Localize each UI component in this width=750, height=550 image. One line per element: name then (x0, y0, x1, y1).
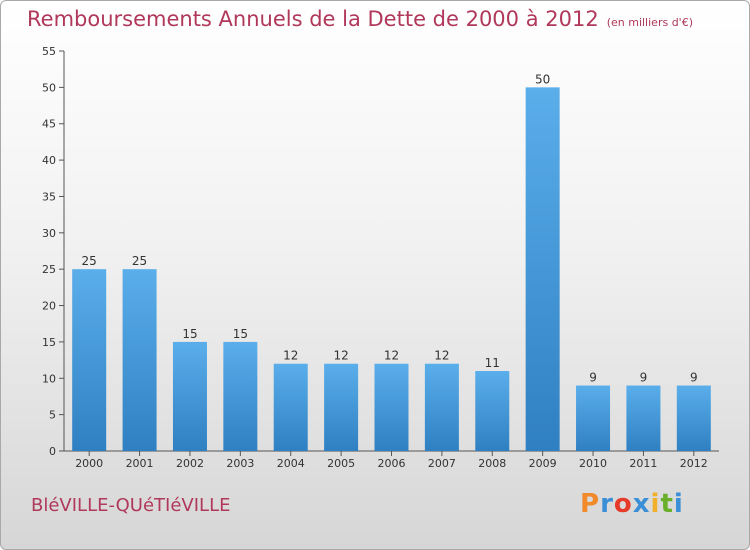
bar-value-label: 15 (182, 327, 197, 341)
y-tick-label: 15 (42, 336, 56, 349)
x-axis: 2000 2001 2002 2003 2004 2005 2006 2007 2008 2009… (64, 450, 719, 470)
bar-value-label: 25 (82, 254, 97, 268)
y-tick-label: 45 (42, 118, 56, 131)
bars: 25 25 15 15 12 12 12 12 11 50 9 9 9 (72, 72, 711, 451)
bar-2011 (626, 385, 661, 451)
bar-value-label: 15 (233, 327, 248, 341)
bar-value-label: 9 (690, 371, 698, 385)
y-tick-label: 40 (42, 154, 56, 167)
x-tick-label: 2002 (176, 457, 204, 470)
y-axis: 0 5 10 15 20 25 30 35 40 45 50 55 (42, 45, 65, 458)
bar-value-label: 11 (485, 356, 500, 370)
bar-2008 (475, 371, 510, 451)
x-tick-label: 2006 (378, 457, 406, 470)
x-tick-label: 2011 (629, 457, 657, 470)
x-tick-label: 2004 (277, 457, 305, 470)
commune-name: BléVILLE-QUéTIéVILLE (31, 495, 231, 516)
bar-2010 (576, 385, 611, 451)
bar-2003 (223, 341, 258, 451)
bar-2001 (122, 269, 157, 451)
x-tick-label: 2000 (75, 457, 103, 470)
x-tick-label: 2012 (680, 457, 708, 470)
x-tick-label: 2003 (226, 457, 254, 470)
bar-2005 (324, 363, 359, 451)
y-tick-label: 0 (49, 445, 56, 458)
bar-2000 (72, 269, 107, 451)
bar-2004 (273, 363, 308, 451)
chart-title-text: Remboursements Annuels de la Dette de 20… (27, 7, 599, 31)
chart-unit: (en milliers d'€) (606, 16, 693, 29)
proxiti-logo[interactable]: Proxiti (580, 489, 684, 519)
y-tick-label: 35 (42, 190, 56, 203)
x-tick-label: 2001 (126, 457, 154, 470)
bar-2009 (525, 87, 560, 451)
x-tick-label: 2009 (529, 457, 557, 470)
y-tick-label: 20 (42, 300, 56, 313)
y-tick-label: 25 (42, 263, 56, 276)
bar-2006 (374, 363, 409, 451)
bar-2007 (424, 363, 459, 451)
y-tick-label: 10 (42, 372, 56, 385)
x-tick-label: 2010 (579, 457, 607, 470)
logo-letter: t (660, 489, 674, 519)
x-tick-label: 2008 (478, 457, 506, 470)
logo-letter: P (580, 489, 601, 519)
y-tick-label: 55 (42, 45, 56, 58)
x-tick-label: 2007 (428, 457, 456, 470)
bar-value-label: 9 (640, 371, 648, 385)
bar-value-label: 12 (384, 349, 399, 363)
y-tick-label: 5 (49, 409, 56, 422)
bar-2002 (172, 341, 207, 451)
y-tick-label: 30 (42, 227, 56, 240)
bar-value-label: 12 (434, 349, 449, 363)
logo-letter: r (600, 489, 614, 519)
logo-letter: o (613, 489, 633, 519)
bar-value-label: 9 (589, 371, 597, 385)
y-tick-label: 50 (42, 81, 56, 94)
logo-letter: x (632, 489, 651, 519)
bar-value-label: 12 (283, 349, 298, 363)
x-tick-label: 2005 (327, 457, 355, 470)
chart-title: Remboursements Annuels de la Dette de 20… (27, 7, 693, 31)
logo-letter: i (673, 489, 684, 519)
bar-value-label: 50 (535, 72, 550, 86)
bar-2012 (676, 385, 711, 451)
bar-value-label: 25 (132, 254, 147, 268)
bar-value-label: 12 (333, 349, 348, 363)
logo-letter: i (650, 489, 661, 519)
